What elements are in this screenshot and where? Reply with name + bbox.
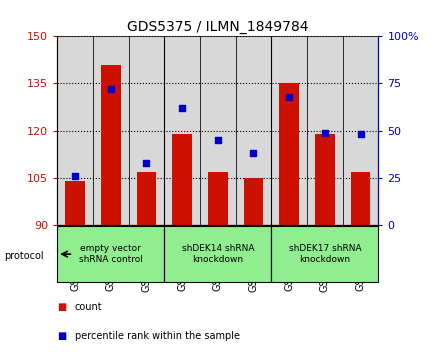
Point [214,137,221,143]
Text: shDEK17 shRNA
knockdown: shDEK17 shRNA knockdown [289,244,361,264]
Bar [271,36,307,225]
Bar [208,172,227,225]
Point [107,86,114,92]
Point [179,105,186,111]
Point [357,131,364,137]
Bar [307,36,343,225]
Bar [65,181,85,225]
Point [250,150,257,156]
Bar [236,36,271,225]
Point [321,130,328,135]
Title: GDS5375 / ILMN_1849784: GDS5375 / ILMN_1849784 [127,20,308,34]
Bar [244,178,263,225]
Bar [57,226,164,282]
Bar [271,226,378,282]
Bar [200,36,236,225]
Text: protocol: protocol [4,251,44,261]
Bar [57,36,93,225]
Point [143,160,150,166]
Bar [93,36,128,225]
Point [72,173,79,179]
Text: ■: ■ [57,331,66,341]
Bar [315,134,335,225]
Bar [343,36,378,225]
Text: count: count [75,302,103,312]
Text: shDEK14 shRNA
knockdown: shDEK14 shRNA knockdown [182,244,254,264]
Bar [128,36,164,225]
Bar [279,83,299,225]
Text: ■: ■ [57,302,66,312]
Bar [101,65,121,225]
Bar [164,36,200,225]
Text: empty vector
shRNA control: empty vector shRNA control [79,244,143,264]
Bar [136,172,156,225]
Bar [172,134,192,225]
Text: percentile rank within the sample: percentile rank within the sample [75,331,240,341]
Bar [351,172,370,225]
Point [286,94,293,99]
Bar [164,226,271,282]
